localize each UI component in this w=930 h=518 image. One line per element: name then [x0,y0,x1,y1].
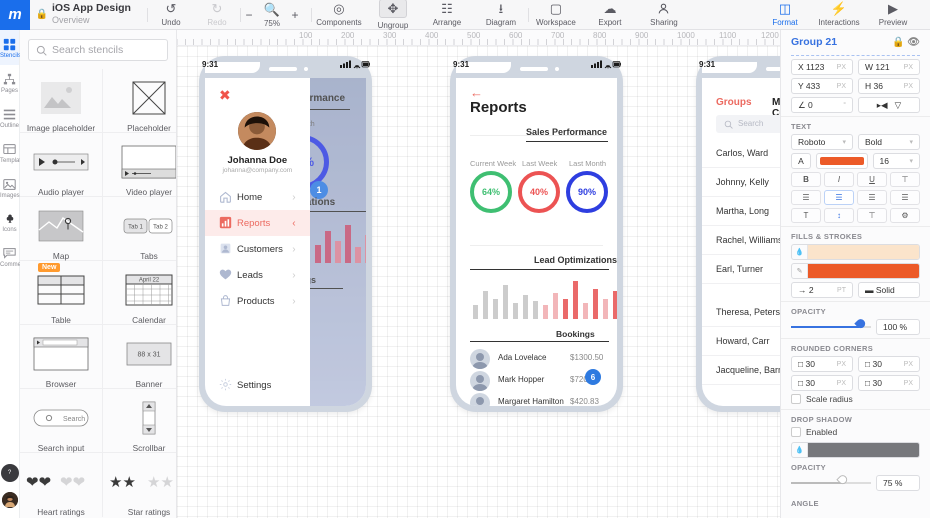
svg-text:Tab 2: Tab 2 [153,225,168,231]
svg-text:★★: ★★ [109,474,136,491]
svg-text:★★: ★★ [147,474,174,491]
svg-text:Tab 1: Tab 1 [128,225,143,231]
svg-text:April 22: April 22 [139,278,160,284]
svg-text:❤❤: ❤❤ [26,474,51,491]
svg-text:Search: Search [63,416,85,423]
svg-text:❤❤: ❤❤ [60,474,85,491]
svg-text:88 x 31: 88 x 31 [138,352,161,359]
